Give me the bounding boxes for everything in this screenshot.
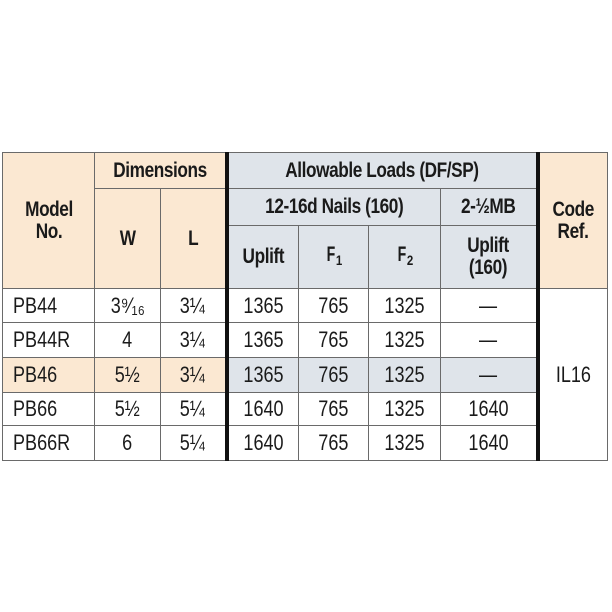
uplift-cell: 1365 (224, 322, 299, 358)
header-code-ref: Code Ref. (537, 152, 609, 289)
f2-cell: 1325 (368, 392, 441, 426)
f2-cell: 1325 (368, 357, 441, 393)
f1-cell: 765 (298, 392, 369, 426)
model: PB66 (2, 392, 95, 426)
w-cell: 3⁹⁄₁₆ (94, 288, 161, 323)
code-ref-cell: IL16 (537, 288, 609, 461)
table-row: PB44 3⁹⁄₁₆ 3¼ 1365 765 1325— IL16 (2, 288, 609, 461)
header-mb: 2-½MB (439, 188, 540, 226)
header-l: L (160, 188, 227, 289)
uplift-cell: 1365 (224, 357, 299, 393)
table-row: PB66 5½ 5¼ 1640 765 1325 1640 (2, 392, 608, 426)
header-w: W (94, 188, 161, 289)
table-row: PB66R 6 5¼ 1640 765 1325 1640 (2, 425, 608, 461)
header-uplift: Uplift (224, 225, 299, 289)
model: PB44 (2, 288, 95, 323)
table-row: PB46 5½ 3¼ 1365 765 1325— (2, 357, 608, 393)
mb-uplift-cell: — (439, 288, 540, 323)
uplift-cell: 1640 (224, 392, 299, 426)
l-cell: 5¼ (160, 425, 227, 461)
w-cell: 5½ (94, 357, 161, 393)
f1-cell: 765 (298, 357, 369, 393)
header-dimensions: Dimensions (94, 152, 227, 189)
l-cell: 3¼ (160, 288, 227, 323)
f1-cell: 765 (298, 288, 369, 323)
w-cell: 4 (94, 322, 161, 358)
header-model-no: Model No. (2, 152, 95, 289)
header-nails: 12-16d Nails (160) (224, 188, 441, 226)
table-row: PB44R 4 3¼ 1365 765 1325— (2, 322, 608, 358)
f2-cell: 1325 (368, 425, 441, 461)
l-cell: 3¼ (160, 357, 227, 393)
f2-cell: 1325 (368, 322, 441, 358)
l-cell: 3¼ (160, 322, 227, 358)
f1-cell: 765 (298, 322, 369, 358)
f1-cell: 765 (298, 425, 369, 461)
mb-uplift-cell: 1640 (439, 392, 540, 426)
mb-uplift-cell: — (439, 322, 540, 358)
model: PB46 (2, 357, 95, 393)
uplift-cell: 1365 (224, 288, 299, 323)
f2-cell: 1325 (368, 288, 441, 323)
header-f1: F1 (298, 225, 369, 289)
mb-uplift-cell: — (439, 357, 540, 393)
model: PB66R (2, 425, 95, 461)
l-cell: 5¼ (160, 392, 227, 426)
uplift-cell: 1640 (224, 425, 299, 461)
w-cell: 5½ (94, 392, 161, 426)
header-uplift-160: Uplift (160) (439, 225, 540, 289)
w-cell: 6 (94, 425, 161, 461)
model: PB44R (2, 322, 95, 358)
product-load-table: Model No. Dimensions Allowable Loads (DF… (2, 152, 609, 461)
header-allowable-loads: Allowable Loads (DF/SP) (224, 152, 540, 189)
header-f2: F2 (368, 225, 441, 289)
mb-uplift-cell: 1640 (439, 425, 540, 461)
